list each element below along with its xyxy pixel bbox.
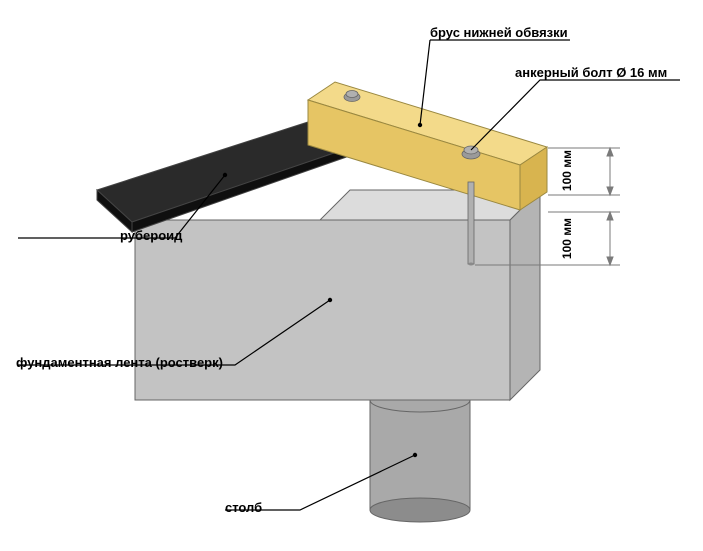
- label-ruberoid: рубероид: [120, 228, 182, 243]
- anchor-bolt-2: [344, 91, 360, 102]
- label-beam: брус нижней обвязки: [430, 25, 568, 40]
- label-grillage: фундаментная лента (ростверк): [16, 355, 223, 370]
- dim-100-top: 100 мм: [560, 150, 574, 191]
- label-anchor: анкерный болт Ø 16 мм: [515, 65, 667, 80]
- dim-100-bottom: 100 мм: [560, 218, 574, 259]
- pillar: [370, 388, 470, 522]
- label-pillar: столб: [225, 500, 262, 515]
- diagram-canvas: [0, 0, 703, 551]
